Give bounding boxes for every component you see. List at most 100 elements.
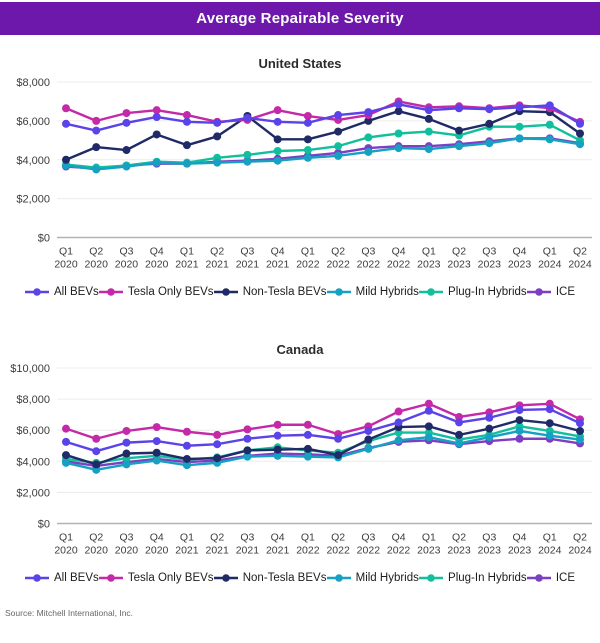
x-axis-tick-label: Q4 2023	[508, 246, 532, 271]
x-axis-tick-label: Q4 2021	[266, 532, 290, 557]
x-axis-tick-label: Q2 2024	[568, 246, 592, 271]
x-axis-tick-label: Q4 2023	[508, 532, 532, 557]
canada-legend: All BEVs Tesla Only BEVs Non-Tesla BEVs Mil…	[0, 572, 600, 584]
x-axis-tick-label: Q2 2020	[85, 532, 109, 557]
legend-marker-icon	[419, 288, 444, 296]
x-axis-tick-label: Q1 2021	[175, 532, 199, 557]
legend-marker-icon	[419, 574, 444, 582]
canada-chart-title: Canada	[276, 342, 324, 357]
legend-marker-icon	[213, 288, 238, 296]
legend-item-ice: ICE	[526, 286, 575, 298]
x-axis-tick-label: Q2 2021	[205, 532, 229, 557]
y-axis-tick-label: $8,000	[16, 394, 50, 406]
series-tesla-only-bevs	[62, 399, 584, 443]
y-axis-tick-label: $0	[38, 233, 50, 245]
x-axis-tick-label: Q4 2020	[145, 532, 169, 557]
legend-marker-icon	[25, 574, 49, 582]
legend-label: All BEVs	[54, 572, 99, 584]
legend-marker-icon	[213, 574, 238, 582]
page-title: Average Repairable Severity	[196, 10, 404, 27]
legend-label: ICE	[555, 572, 575, 584]
x-axis-tick-label: Q3 2020	[115, 532, 139, 557]
legend-item-tesla-only-bevs: Tesla Only BEVs	[98, 286, 214, 298]
legend-marker-icon	[326, 574, 351, 582]
x-axis-tick-label: Q1 2024	[538, 246, 562, 271]
x-axis-tick-label: Q4 2020	[145, 246, 169, 271]
y-axis-tick-label: $6,000	[16, 116, 50, 128]
legend-label: Tesla Only BEVs	[127, 572, 214, 584]
legend-item-all-bevs: All BEVs	[25, 286, 99, 298]
legend-label: All BEVs	[54, 286, 99, 298]
legend-item-plug-in-hybrids: Plug-In Hybrids	[419, 286, 527, 298]
x-axis-tick-label: Q1 2021	[175, 246, 199, 271]
series-tesla-only-bevs	[62, 97, 584, 126]
series-all-bevs	[62, 100, 584, 135]
x-axis-tick-label: Q2 2023	[447, 532, 471, 557]
y-axis-tick-label: $4,000	[16, 456, 50, 468]
series-non-tesla-bevs	[62, 107, 584, 164]
legend-label: Non-Tesla BEVs	[242, 286, 327, 298]
legend-label: Tesla Only BEVs	[127, 286, 214, 298]
legend-item-all-bevs: All BEVs	[25, 572, 99, 584]
y-axis-tick-label: $6,000	[16, 425, 50, 437]
legend-label: Plug-In Hybrids	[448, 286, 527, 298]
legend-item-plug-in-hybrids: Plug-In Hybrids	[419, 572, 527, 584]
x-axis-tick-label: Q4 2022	[387, 246, 411, 271]
x-axis-tick-label: Q1 2024	[538, 532, 562, 557]
legend-marker-icon	[326, 288, 351, 296]
y-axis-tick-label: $10,000	[10, 363, 50, 375]
x-axis-tick-label: Q3 2023	[478, 532, 502, 557]
legend-label: Plug-In Hybrids	[448, 572, 527, 584]
x-axis-tick-label: Q2 2023	[447, 246, 471, 271]
legend-label: ICE	[555, 286, 575, 298]
x-axis-tick-label: Q4 2021	[266, 246, 290, 271]
legend-marker-icon	[526, 574, 551, 582]
legend-item-ice: ICE	[526, 572, 575, 584]
legend-item-mild-hybrids: Mild Hybrids	[326, 572, 419, 584]
x-axis-tick-label: Q3 2021	[236, 532, 260, 557]
series-non-tesla-bevs	[62, 416, 584, 469]
y-axis-tick-label: $2,000	[16, 194, 50, 206]
x-axis-tick-label: Q3 2021	[236, 246, 260, 271]
x-axis-tick-label: Q1 2020	[54, 532, 78, 557]
legend-item-non-tesla-bevs: Non-Tesla BEVs	[213, 286, 327, 298]
legend-item-tesla-only-bevs: Tesla Only BEVs	[98, 572, 214, 584]
x-axis-tick-label: Q3 2023	[478, 246, 502, 271]
x-axis-tick-label: Q1 2020	[54, 246, 78, 271]
y-axis-tick-label: $0	[38, 519, 50, 531]
series-all-bevs	[62, 405, 584, 456]
us-chart-svg: $0 $2,000 $4,000 $6,000 $8,000 Q1 2020 Q2 2020 Q3…	[16, 77, 592, 271]
x-axis-tick-label: Q3 2022	[357, 246, 381, 271]
legend-label: Mild Hybrids	[355, 572, 419, 584]
legend-marker-icon	[25, 288, 49, 296]
y-axis-tick-label: $8,000	[16, 77, 50, 89]
x-axis-tick-label: Q2 2022	[326, 246, 350, 271]
x-axis-tick-label: Q2 2024	[568, 532, 592, 557]
legend-marker-icon	[98, 288, 123, 296]
series-mild-hybrids	[62, 134, 584, 174]
us-chart-title: United States	[258, 56, 342, 71]
x-axis-tick-label: Q3 2022	[357, 532, 381, 557]
x-axis-tick-label: Q2 2021	[205, 246, 229, 271]
legend-item-non-tesla-bevs: Non-Tesla BEVs	[213, 572, 327, 584]
x-axis-tick-label: Q2 2022	[326, 532, 350, 557]
legend-label: Non-Tesla BEVs	[242, 572, 327, 584]
x-axis-tick-label: Q1 2023	[417, 246, 441, 271]
legend-label: Mild Hybrids	[355, 286, 419, 298]
x-axis-tick-label: Q2 2020	[85, 246, 109, 271]
x-axis-tick-label: Q1 2023	[417, 532, 441, 557]
series-mild-hybrids	[62, 426, 584, 474]
header-bar: Average Repairable Severity	[0, 2, 600, 35]
canada-chart-svg: $0 $2,000 $4,000 $6,000 $8,000 $10,000 Q1 2020 Q…	[10, 363, 592, 557]
legend-marker-icon	[526, 288, 551, 296]
us-legend: All BEVs Tesla Only BEVs Non-Tesla BEVs Mil…	[0, 286, 600, 298]
y-axis-tick-label: $4,000	[16, 155, 50, 167]
legend-marker-icon	[98, 574, 123, 582]
source-note: Source: Mitchell International, Inc.	[5, 608, 134, 618]
legend-item-mild-hybrids: Mild Hybrids	[326, 286, 419, 298]
us-chart-section: United States $0 $2,000 $4,000 $6,000 $8,000…	[0, 56, 600, 298]
x-axis-tick-label: Q1 2022	[296, 532, 320, 557]
canada-chart-section: Canada $0 $2,000 $4,000 $6,000 $8,000 $10,000…	[0, 342, 600, 584]
y-axis-tick-label: $2,000	[16, 487, 50, 499]
x-axis-tick-label: Q4 2022	[387, 532, 411, 557]
